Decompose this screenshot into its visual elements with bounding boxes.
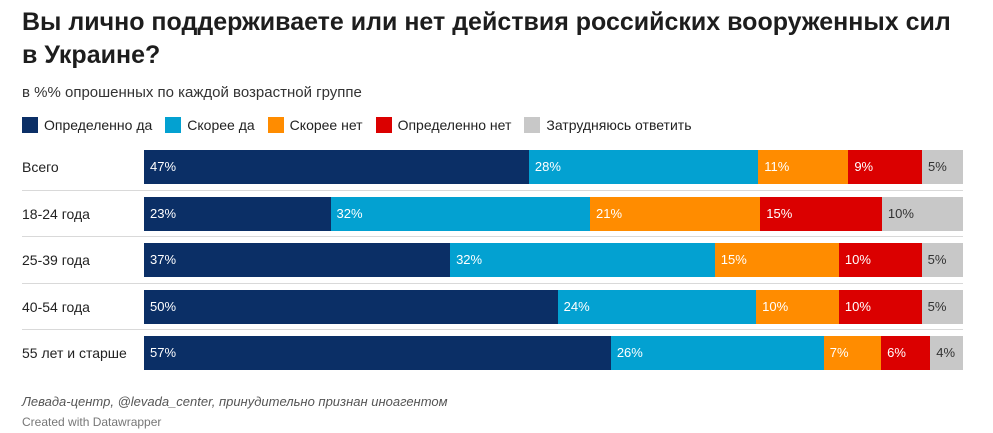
stacked-bar: 47% 28% 11% 9% 5% xyxy=(144,150,963,184)
legend-item-hard_to_say: Затрудняюсь ответить xyxy=(524,117,691,133)
chart-row: 18-24 года 23% 32% 21% 15% 10% xyxy=(22,191,963,237)
legend-item-rather_yes: Скорее да xyxy=(165,117,255,133)
bar-segment-definitely_yes: 23% xyxy=(144,196,331,231)
data-label: 4% xyxy=(936,345,956,360)
bar-segment-definitely_no: 15% xyxy=(760,196,882,231)
data-label: 23% xyxy=(150,205,177,221)
stacked-bar: 50% 24% 10% 10% 5% xyxy=(144,289,963,324)
bar-segment-definitely_yes: 50% xyxy=(144,289,558,324)
bar-segment-definitely_yes: 57% xyxy=(144,336,611,370)
legend-label: Определенно да xyxy=(44,117,153,133)
bar-segment-rather_yes: 26% xyxy=(610,336,824,370)
bar-segment-hard_to_say: 4% xyxy=(930,336,963,370)
credit-note: Created with Datawrapper xyxy=(22,415,162,429)
legend-label: Скорее нет xyxy=(289,117,363,133)
data-label: 15% xyxy=(720,252,747,267)
chart-rows: Всего 47% 28% 11% 9% 5% 18-24 года 23% 32% 21% 15%… xyxy=(22,144,963,377)
stacked-bar: 37% 32% 15% 10% 5% xyxy=(144,243,963,277)
legend-label: Затрудняюсь ответить xyxy=(546,117,692,133)
category-label: 55 лет и старше xyxy=(22,345,127,361)
category-label: Всего xyxy=(22,159,59,175)
bar-segment-rather_no: 7% xyxy=(823,336,882,370)
bar-segment-hard_to_say: 5% xyxy=(922,150,963,184)
legend-label: Определенно нет xyxy=(397,117,512,133)
data-label: 9% xyxy=(854,159,874,174)
data-label: 21% xyxy=(595,205,623,221)
bar-segment-hard_to_say: 5% xyxy=(921,243,963,277)
category-label: 18-24 года xyxy=(22,205,90,222)
legend-item-rather_no: Скорее нет xyxy=(267,117,363,133)
bar-segment-definitely_no: 10% xyxy=(838,289,922,324)
data-label: 10% xyxy=(887,205,914,221)
category-label: 25-39 года xyxy=(22,252,90,268)
data-label: 5% xyxy=(928,159,947,174)
chart-subtitle: в %% опрошенных по каждой возрастной гру… xyxy=(22,84,362,101)
bar-segment-definitely_no: 9% xyxy=(848,150,923,184)
bar-segment-definitely_no: 10% xyxy=(838,243,922,277)
data-label: 10% xyxy=(762,298,789,314)
data-label: 32% xyxy=(336,205,363,221)
data-label: 10% xyxy=(844,298,871,314)
row-divider xyxy=(22,329,963,330)
data-label: 28% xyxy=(534,159,561,174)
chart-title: Вы лично поддерживаете или нет действия … xyxy=(22,8,951,69)
legend-label: Скорее да xyxy=(187,117,255,133)
data-label: 37% xyxy=(150,252,177,267)
bar-segment-rather_yes: 24% xyxy=(557,289,757,324)
bar-segment-rather_no: 21% xyxy=(589,196,761,231)
bar-segment-rather_no: 11% xyxy=(758,150,849,184)
legend-swatch-rather_no xyxy=(267,117,284,133)
row-divider xyxy=(22,189,963,191)
data-label: 15% xyxy=(766,205,793,221)
bar-segment-hard_to_say: 5% xyxy=(921,289,963,324)
chart-row: 55 лет и старше 57% 26% 7% 6% 4% xyxy=(22,330,963,377)
legend-item-definitely_no: Определенно нет xyxy=(375,117,512,133)
row-divider xyxy=(22,236,963,237)
data-label: 57% xyxy=(150,345,177,360)
bar-segment-rather_yes: 32% xyxy=(330,196,590,231)
legend-swatch-definitely_no xyxy=(375,117,392,133)
chart-row: 40-54 года 50% 24% 10% 10% 5% xyxy=(22,284,963,330)
stacked-bar: 57% 26% 7% 6% 4% xyxy=(144,336,963,370)
row-divider xyxy=(22,282,963,284)
bar-segment-rather_no: 10% xyxy=(756,289,839,324)
data-label: 26% xyxy=(616,345,643,360)
category-label: 40-54 года xyxy=(22,298,90,315)
bar-segment-rather_yes: 28% xyxy=(528,150,759,184)
data-label: 11% xyxy=(764,159,790,174)
legend-item-definitely_yes: Определенно да xyxy=(22,117,152,133)
bar-segment-definitely_yes: 47% xyxy=(144,150,529,184)
data-label: 7% xyxy=(829,345,849,360)
legend-swatch-definitely_yes xyxy=(22,117,38,133)
data-label: 5% xyxy=(927,252,947,267)
chart-row: 25-39 года 37% 32% 15% 10% 5% xyxy=(22,237,963,284)
data-label: 24% xyxy=(563,298,590,314)
data-label: 5% xyxy=(927,298,947,314)
data-label: 10% xyxy=(844,252,871,267)
chart-row: Всего 47% 28% 11% 9% 5% xyxy=(22,144,963,191)
stacked-bar: 23% 32% 21% 15% 10% xyxy=(144,196,963,231)
legend: Определенно да Скорее да Скорее нет Определ… xyxy=(22,117,704,133)
legend-swatch-rather_yes xyxy=(165,117,182,133)
bar-segment-definitely_no: 6% xyxy=(881,336,931,370)
data-label: 32% xyxy=(456,252,483,267)
bar-segment-rather_yes: 32% xyxy=(450,243,715,277)
data-label: 50% xyxy=(150,298,177,314)
legend-swatch-hard_to_say xyxy=(524,117,541,133)
data-label: 47% xyxy=(150,159,177,174)
source-note: Левада-центр, @levada_center, принудител… xyxy=(22,394,448,409)
data-label: 6% xyxy=(887,345,906,360)
bar-segment-definitely_yes: 37% xyxy=(144,243,451,277)
bar-segment-rather_no: 15% xyxy=(714,243,839,277)
bar-segment-hard_to_say: 10% xyxy=(881,196,963,231)
